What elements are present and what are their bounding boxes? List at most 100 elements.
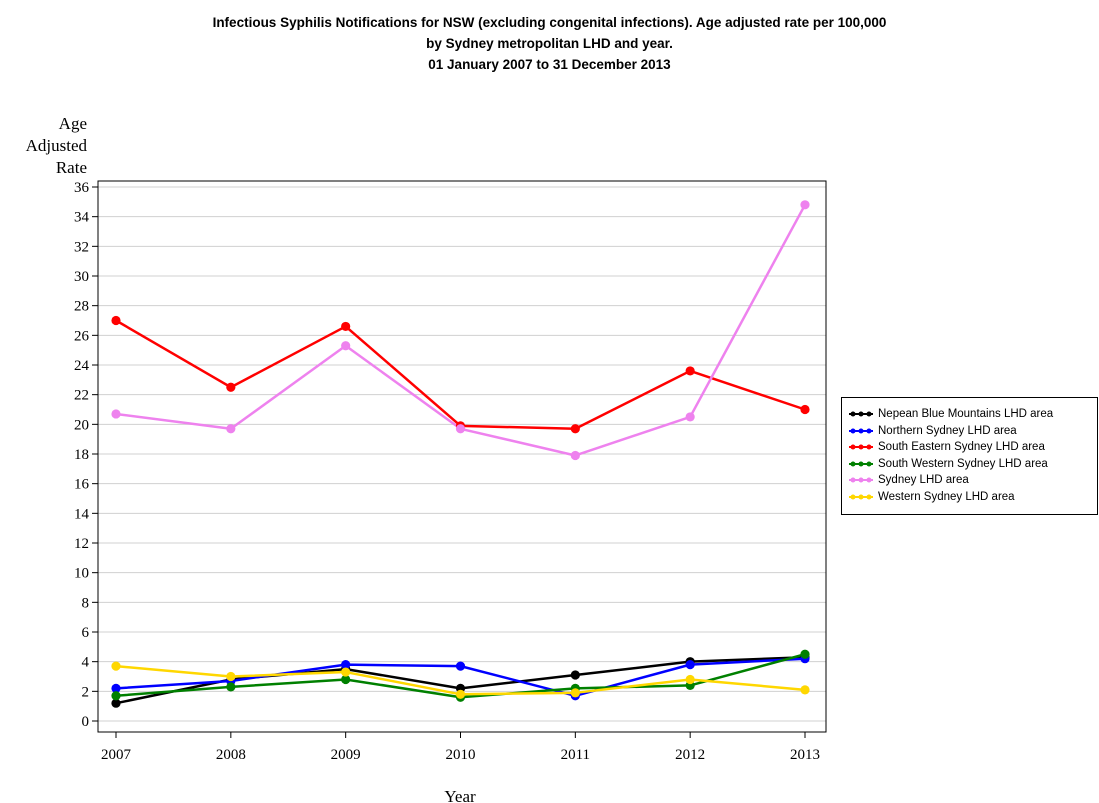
y-tick-label-4: 4 [82,655,90,671]
legend-swatch-dot-b-4 [858,477,864,483]
data-point-s2-2011 [570,424,580,434]
data-point-s2-2012 [685,366,695,376]
x-tick-label-2008: 2008 [216,747,246,763]
data-point-s0-2007 [111,698,121,708]
legend-swatch-0 [849,411,873,417]
legend-swatch-dot-a-2 [850,444,856,450]
legend-item-4: Sydney LHD area [842,472,1097,489]
data-point-s4-2011 [570,450,580,461]
legend-swatch-dot-c-2 [866,444,872,450]
axis-labels: Age Adjusted Rate Year [26,114,476,803]
data-point-s4-2009 [341,341,351,351]
legend-swatch-dot-b-2 [858,444,864,450]
y-tick-label-8: 8 [82,595,90,611]
legend-label-4: Sydney LHD area [878,474,969,487]
y-tick-label-0: 0 [82,714,90,730]
data-point-s5-2012 [685,674,695,685]
data-point-s5-2010 [455,689,466,699]
legend-item-3: South Western Sydney LHD area [842,456,1097,473]
data-point-s2-2007 [111,315,121,326]
legend-item-5: Western Sydney LHD area [842,489,1097,506]
legend-swatch-5 [849,494,873,500]
legend-label-3: South Western Sydney LHD area [878,457,1048,470]
legend-swatch-dot-c-3 [866,461,872,467]
x-tick-label-2009: 2009 [331,747,361,763]
data-point-s1-2010 [455,661,466,671]
legend-label-5: Western Sydney LHD area [878,490,1015,503]
data-point-s4-2013 [800,200,810,210]
legend-swatch-dot-a-0 [850,411,856,417]
data-point-s3-2009 [341,674,351,685]
data-point-s5-2011 [570,688,580,698]
data-point-s5-2013 [800,685,810,695]
data-point-s3-2013 [800,649,810,659]
y-tick-label-16: 16 [74,477,90,493]
y-tick-label-20: 20 [74,417,89,433]
gridlines [98,186,826,722]
plot-frame [97,180,827,733]
x-axis-label: Year [444,787,476,803]
legend-swatch-dot-a-1 [850,428,856,434]
data-point-s1-2009 [341,660,351,670]
y-tick-label-10: 10 [74,566,89,582]
legend-swatch-dot-c-5 [866,494,872,500]
series-line-2 [115,319,806,431]
chart-title-line-3: 01 January 2007 to 31 December 2013 [428,57,671,72]
legend: Nepean Blue Mountains LHD area Northern S… [841,397,1098,515]
data-point-s1-2012 [685,660,695,670]
legend-swatch-dot-b-1 [858,428,864,434]
x-tick-label-2007: 2007 [101,747,132,763]
legend-swatch-dot-c-1 [866,428,872,434]
data-point-s5-2008 [226,671,236,682]
legend-item-1: Northern Sydney LHD area [842,423,1097,440]
legend-swatch-dot-c-0 [866,411,872,417]
y-tick-label-6: 6 [82,625,90,641]
data-point-s3-2008 [226,682,236,692]
data-point-s1-2007 [111,683,121,693]
legend-label-0: Nepean Blue Mountains LHD area [878,408,1054,420]
legend-swatch-2 [849,444,873,450]
y-tick-label-18: 18 [74,447,89,463]
data-point-s2-2009 [341,321,351,332]
legend-item-0: Nepean Blue Mountains LHD area [842,406,1097,423]
chart-title-line-2: by Sydney metropolitan LHD and year. [426,36,673,51]
y-tick-label-14: 14 [74,506,90,522]
legend-item-2: South Eastern Sydney LHD area [842,439,1097,456]
legend-label-2: South Eastern Sydney LHD area [878,441,1045,454]
y-tick-label-36: 36 [74,180,90,196]
y-tick-label-30: 30 [74,269,89,285]
data-point-s2-2013 [800,404,810,415]
x-tick-label-2012: 2012 [675,747,705,763]
legend-swatch-dot-b-3 [858,461,864,467]
legend-swatch-dot-a-4 [850,477,856,483]
data-point-s4-2010 [455,424,466,434]
y-axis-label-line-1: Age [59,114,87,133]
legend-swatch-1 [849,428,873,434]
y-tick-label-28: 28 [74,299,89,315]
legend-swatch-dot-a-3 [850,461,856,467]
y-tick-label-2: 2 [82,684,90,700]
y-tick-label-22: 22 [74,388,89,404]
chart-title-line-1: Infectious Syphilis Notifications for NS… [212,15,887,30]
legend-swatch-dot-c-4 [866,477,872,483]
legend-swatch-dot-b-5 [858,494,864,500]
data-point-s0-2011 [570,670,580,680]
data-point-s4-2012 [685,412,695,422]
data-point-s2-2008 [226,382,236,392]
x-tick-label-2013: 2013 [790,747,820,763]
data-point-s4-2007 [111,409,121,419]
data-point-s5-2009 [341,667,351,677]
y-tick-label-24: 24 [74,358,90,374]
series-lines [111,200,810,708]
legend-swatch-3 [849,461,873,467]
y-axis-label-line-3: Rate [56,158,87,177]
y-tick-label-26: 26 [74,328,90,344]
y-tick-label-32: 32 [74,239,89,255]
series-line-4 [115,204,807,457]
legend-swatch-4 [849,477,873,483]
legend-label-1: Northern Sydney LHD area [878,424,1017,437]
data-point-s4-2008 [226,424,236,434]
x-tick-label-2011: 2011 [561,747,590,763]
